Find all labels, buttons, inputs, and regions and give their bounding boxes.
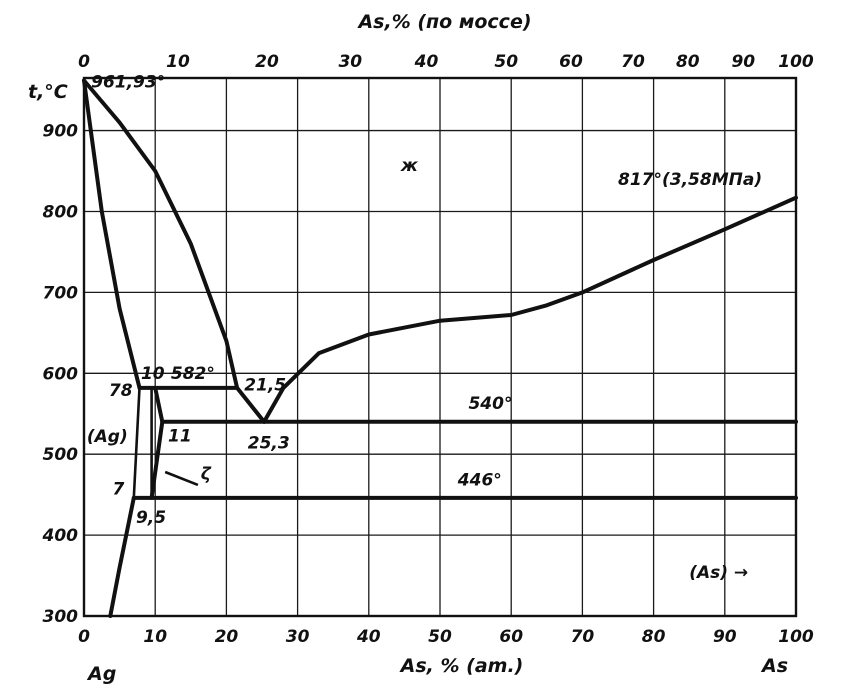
x-tick-label-atomic: 80 [642, 627, 666, 647]
x-ticks-mass: 0 10 20 30 40 50 60 70 80 90 100 [78, 52, 814, 72]
annotation-label: 11 [168, 426, 192, 446]
annotation-label: 25,3 [248, 434, 290, 454]
grid [83, 78, 797, 617]
x-tick-label-atomic: 30 [286, 627, 310, 647]
annotation-label: (As) → [689, 563, 748, 583]
x-tick-label-atomic: 60 [499, 627, 523, 647]
phase-curve-2 [262, 195, 798, 424]
y-tick-label: 900 [43, 122, 79, 142]
annotation-label: (Ag) [87, 427, 128, 447]
y-tick-label: 700 [43, 283, 79, 303]
phase-curve-3 [235, 385, 267, 424]
annotation-label: 817°(3,58МПа) [618, 170, 762, 190]
annotation-label: 582° [171, 364, 215, 384]
right-element-label: As [760, 655, 788, 677]
annotation-label: 540° [468, 394, 512, 414]
x-tick-label-mass: 60 [559, 52, 583, 72]
annotation-label: 7 [112, 480, 124, 500]
x-tick-label-mass: 70 [621, 52, 645, 72]
annotations: 961,93° ж 817°(3,58МПа) 78 10 582° 21,5 540° (Ag… [87, 73, 762, 583]
x-axis-title-bottom: As, % (am.) [399, 655, 524, 677]
x-tick-label-mass: 40 [414, 52, 439, 72]
annotation-label: 78 [109, 381, 133, 401]
left-element-label: Ag [86, 663, 116, 685]
annotation-label: 21,5 [244, 375, 286, 395]
phase-curve-1 [82, 78, 142, 390]
y-tick-label: 800 [43, 202, 79, 222]
phase-curve-0 [82, 78, 240, 390]
phase-curve-10 [108, 495, 136, 618]
x-tick-label-atomic: 70 [571, 627, 595, 647]
x-tick-label-atomic: 20 [215, 627, 239, 647]
x-tick-label-atomic: 10 [143, 627, 167, 647]
annotation-label: ζ [201, 464, 212, 484]
x-tick-label-mass: 100 [778, 52, 814, 72]
x-axis-title-top: As,% (по мocce) [356, 11, 531, 33]
x-tick-label-atomic: 100 [778, 627, 814, 647]
y-tick-label: 600 [43, 364, 79, 384]
x-tick-label-atomic: 0 [78, 627, 90, 647]
annotation-label: ж [400, 156, 419, 176]
y-tick-label: 300 [43, 607, 79, 627]
y-tick-label: 400 [42, 526, 79, 546]
annotation-label: 961,93° [91, 73, 165, 93]
x-tick-label-atomic: 90 [713, 627, 737, 647]
x-tick-label-mass: 50 [494, 52, 518, 72]
x-tick-label-atomic: 50 [428, 627, 452, 647]
x-tick-label-atomic: 40 [356, 627, 381, 647]
phase-curves [82, 78, 798, 618]
annotation-label: 9,5 [136, 508, 166, 528]
y-tick-label: 500 [43, 445, 79, 465]
phase-curve-5 [149, 385, 165, 500]
annotation-label: 446° [457, 471, 502, 491]
x-tick-label-mass: 90 [731, 52, 755, 72]
y-axis-title: t,°C [28, 81, 68, 103]
x-tick-label-mass: 20 [255, 52, 279, 72]
annotation-label: 10 [141, 364, 165, 384]
x-tick-label-mass: 80 [676, 52, 700, 72]
zeta-leader-line [164, 470, 199, 487]
x-ticks-atomic: 0 10 20 30 40 50 60 70 80 90 100 [78, 627, 814, 647]
x-tick-label-mass: 0 [78, 52, 90, 72]
phase-curve-8 [132, 387, 141, 498]
x-tick-label-mass: 10 [166, 52, 190, 72]
y-ticks: 300 400 500 600 700 800 900 [42, 122, 79, 627]
plot-frame [82, 76, 798, 618]
x-tick-label-mass: 30 [338, 52, 362, 72]
